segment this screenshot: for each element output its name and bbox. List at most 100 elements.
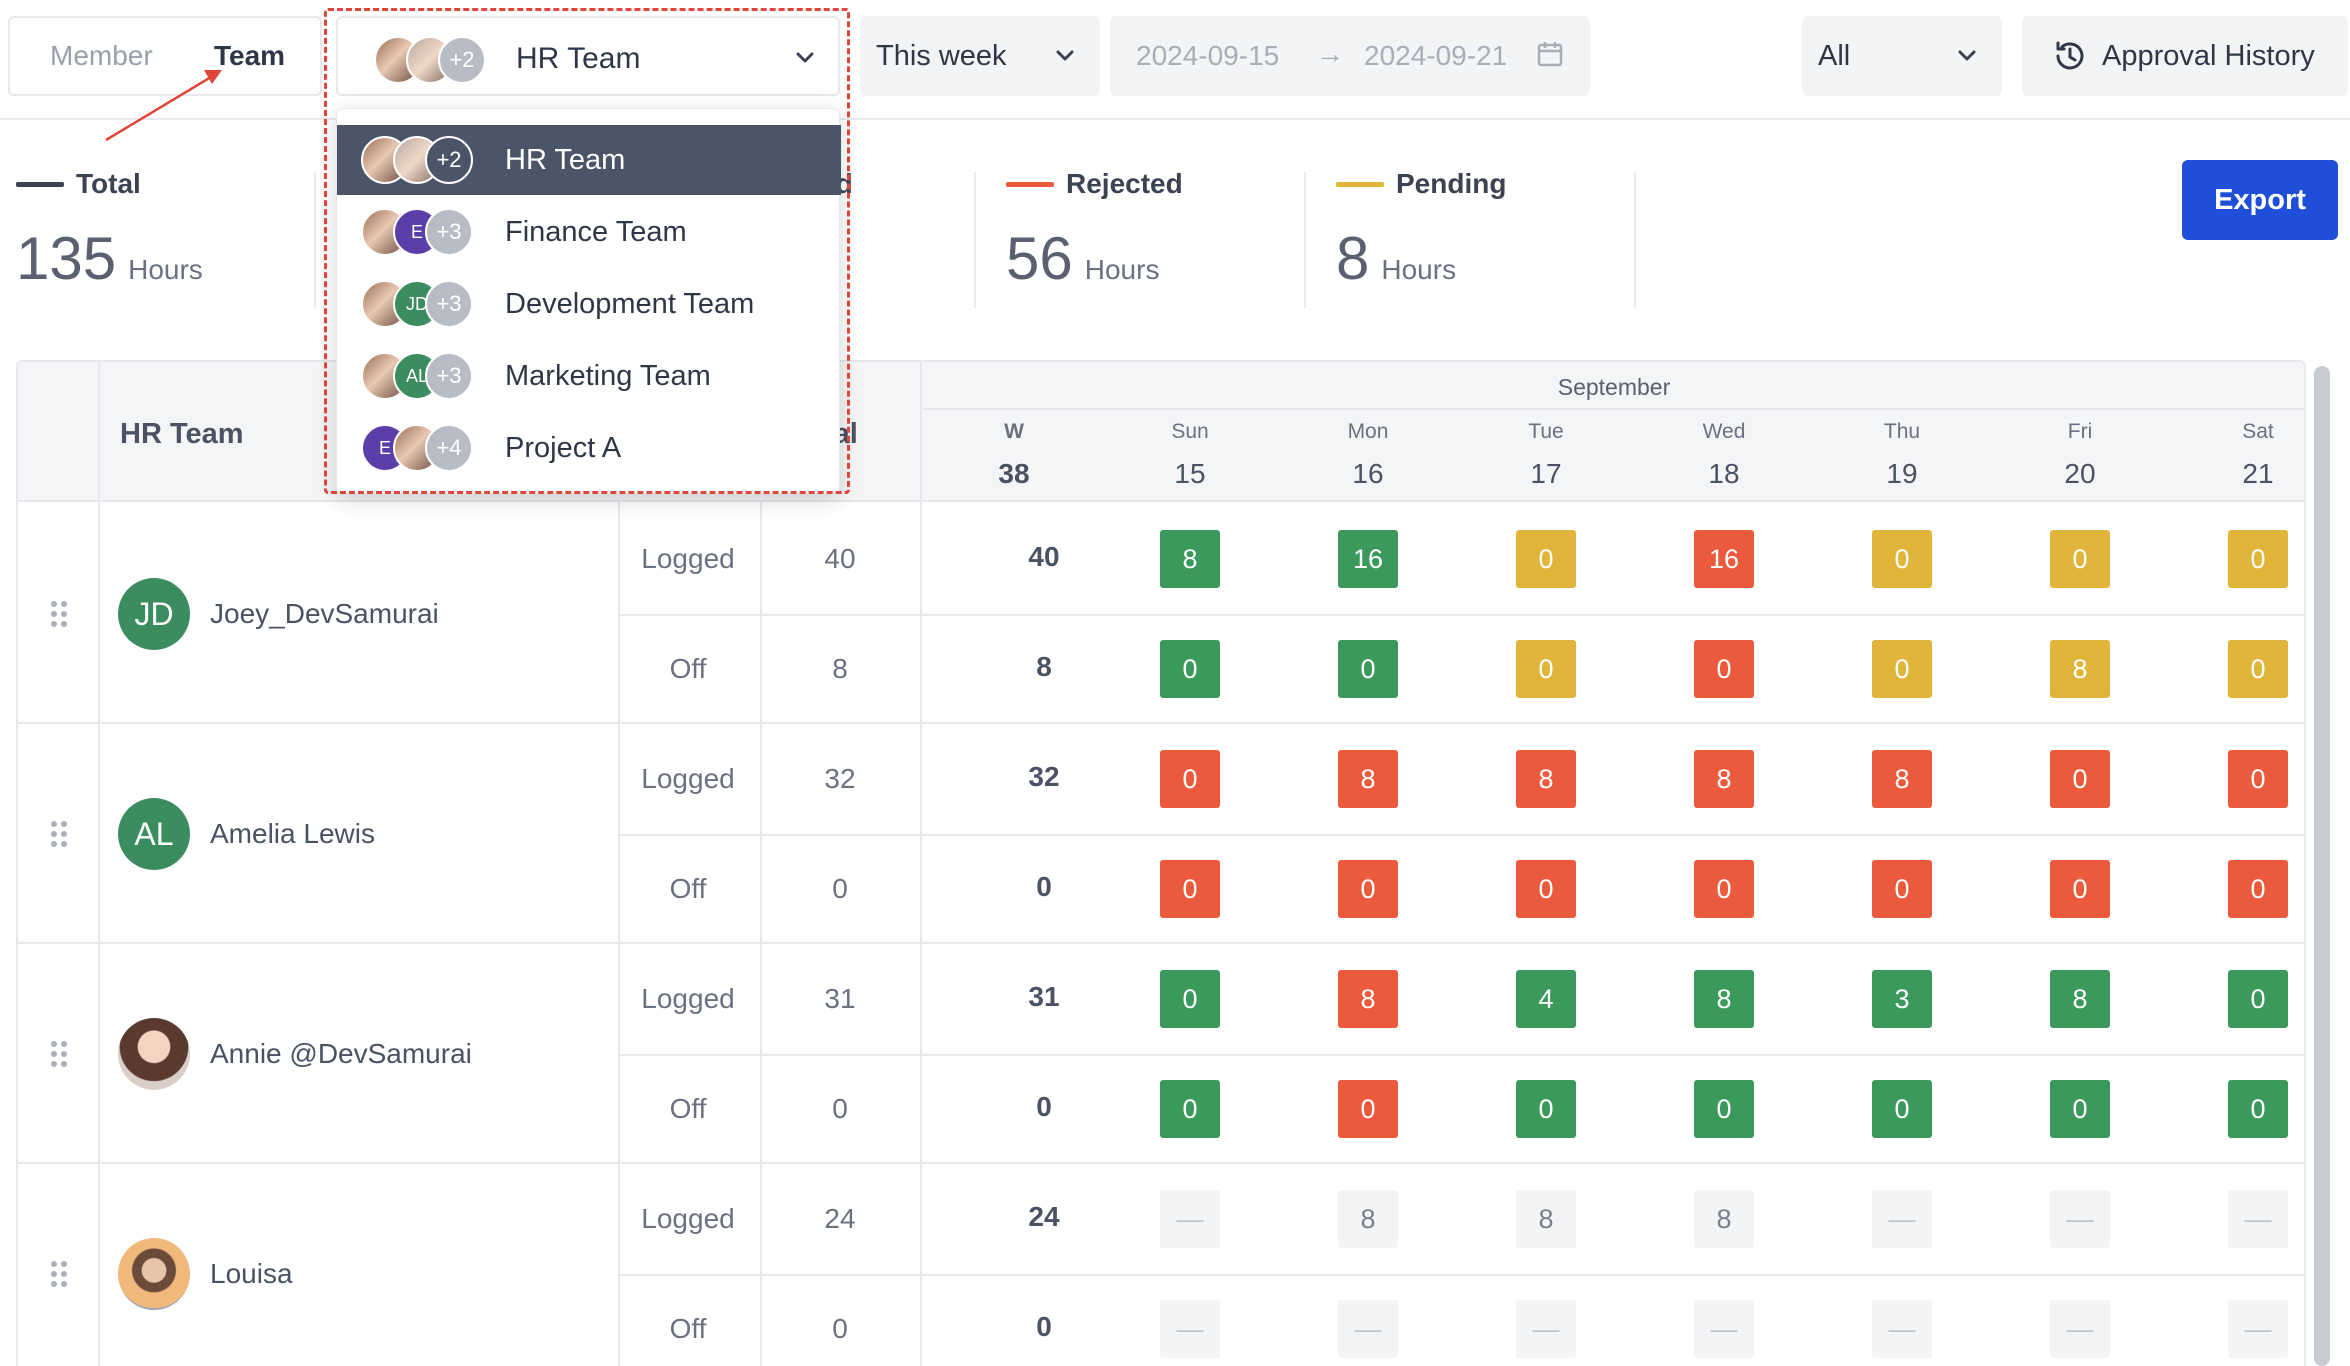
day-column-header: Sat 21 <box>2198 420 2304 490</box>
hours-cell[interactable]: 8 <box>1694 1190 1754 1248</box>
week-select[interactable]: This week <box>860 16 1100 96</box>
hours-cell[interactable]: 0 <box>1338 1080 1398 1138</box>
legend-line <box>16 181 64 187</box>
member-name: Annie @DevSamurai <box>210 1038 472 1069</box>
hours-cell[interactable]: — <box>1160 1190 1220 1248</box>
row-week-value: 31 <box>1028 981 1060 1012</box>
row-week-value: 0 <box>1036 871 1052 902</box>
row-total-value: 31 <box>824 983 856 1014</box>
hours-cell[interactable]: 8 <box>1516 1190 1576 1248</box>
approval-history-button[interactable]: Approval History <box>2022 16 2348 96</box>
hours-cell[interactable]: — <box>2050 1190 2110 1248</box>
hours-cell[interactable]: 0 <box>2050 530 2110 588</box>
hours-cell[interactable]: 0 <box>2228 640 2288 698</box>
team-option[interactable]: E +4 Project A <box>337 413 841 483</box>
hours-cell[interactable]: 0 <box>1338 640 1398 698</box>
hours-cell[interactable]: 0 <box>1872 530 1932 588</box>
hours-cell[interactable]: 0 <box>1160 1080 1220 1138</box>
week-column-header: W 38 <box>954 420 1074 490</box>
view-toggle: Member Team <box>8 16 322 96</box>
hours-cell[interactable]: 16 <box>1338 530 1398 588</box>
hours-cell[interactable]: 3 <box>1872 970 1932 1028</box>
team-option[interactable]: AL +3 Marketing Team <box>337 341 841 411</box>
hours-cell[interactable]: 0 <box>1160 750 1220 808</box>
hours-cell[interactable]: 0 <box>2050 1080 2110 1138</box>
team-tab[interactable]: Team <box>214 40 286 71</box>
hours-cell[interactable]: 0 <box>2228 750 2288 808</box>
hours-cell[interactable]: 8 <box>1694 970 1754 1028</box>
divider <box>18 1162 2304 1164</box>
hours-cell[interactable]: 0 <box>1516 1080 1576 1138</box>
hours-cell[interactable]: 0 <box>1516 640 1576 698</box>
divider <box>618 502 620 1366</box>
hours-cell[interactable]: 0 <box>2050 860 2110 918</box>
team-select[interactable]: +2 HR Team <box>336 16 840 96</box>
team-avatar-group: JD +3 <box>361 280 491 328</box>
hours-cell[interactable]: 8 <box>1516 750 1576 808</box>
scrollbar-thumb[interactable] <box>2314 366 2330 1366</box>
stat-unit: Hours <box>1381 254 1457 285</box>
hours-cell[interactable]: 4 <box>1516 970 1576 1028</box>
chevron-down-icon <box>1958 50 1976 61</box>
hours-cell[interactable]: 0 <box>2228 860 2288 918</box>
hours-cell[interactable]: 0 <box>1516 530 1576 588</box>
hours-cell[interactable]: 0 <box>1694 860 1754 918</box>
hours-cell[interactable]: — <box>1338 1300 1398 1358</box>
team-option[interactable]: E +3 Finance Team <box>337 197 841 267</box>
hours-cell[interactable]: — <box>1872 1190 1932 1248</box>
team-option-label: Marketing Team <box>505 360 711 392</box>
hours-cell[interactable]: 16 <box>1694 530 1754 588</box>
stat-pending: Pending 8 Hours <box>1336 168 1506 293</box>
team-dropdown-menu: +2 HR Team E +3 Finance Team JD +3 Development … <box>336 108 841 494</box>
status-filter-select[interactable]: All <box>1802 16 2002 96</box>
export-button[interactable]: Export <box>2182 160 2338 240</box>
legend-line <box>1336 181 1384 187</box>
hours-cell[interactable]: — <box>2050 1300 2110 1358</box>
hours-cell[interactable]: — <box>2228 1300 2288 1358</box>
hours-cell[interactable]: 0 <box>2228 530 2288 588</box>
hours-cell[interactable]: — <box>1160 1300 1220 1358</box>
row-type-label: Logged <box>641 543 735 574</box>
hours-cell[interactable]: 0 <box>1516 860 1576 918</box>
hours-cell[interactable]: 0 <box>1694 1080 1754 1138</box>
hours-cell[interactable]: — <box>2228 1190 2288 1248</box>
hours-cell[interactable]: 0 <box>2228 970 2288 1028</box>
team-option[interactable]: JD +3 Development Team <box>337 269 841 339</box>
hours-cell[interactable]: 8 <box>1338 750 1398 808</box>
hours-cell[interactable]: 8 <box>1694 750 1754 808</box>
hours-cell[interactable]: — <box>1872 1300 1932 1358</box>
row-week-value: 0 <box>1036 1091 1052 1122</box>
date-range-picker[interactable]: 2024-09-15 → 2024-09-21 <box>1110 16 1590 96</box>
month-label: September <box>1557 374 1671 400</box>
hours-cell[interactable]: 0 <box>1872 860 1932 918</box>
drag-handle-icon[interactable] <box>48 1039 70 1069</box>
member-tab[interactable]: Member <box>50 40 153 71</box>
row-type-label: Logged <box>641 1203 735 1234</box>
row-total-value: 8 <box>832 653 848 684</box>
hours-cell[interactable]: 0 <box>1160 640 1220 698</box>
hours-cell[interactable]: 0 <box>1694 640 1754 698</box>
hours-cell[interactable]: 0 <box>1160 970 1220 1028</box>
table-row: JD Joey_DevSamurai Logged 40 40 8 16 0 16 0 0 0 Off 8… <box>18 504 2304 724</box>
drag-handle-icon[interactable] <box>48 819 70 849</box>
team-option[interactable]: +2 HR Team <box>337 125 841 195</box>
hours-cell[interactable]: 0 <box>2228 1080 2288 1138</box>
hours-cell[interactable]: 8 <box>2050 640 2110 698</box>
hours-cell[interactable]: 8 <box>1160 530 1220 588</box>
hours-cell[interactable]: 8 <box>1338 970 1398 1028</box>
hours-cell[interactable]: 0 <box>2050 750 2110 808</box>
hours-cell[interactable]: 0 <box>1872 1080 1932 1138</box>
hours-cell[interactable]: 8 <box>1872 750 1932 808</box>
drag-handle-icon[interactable] <box>48 1259 70 1289</box>
hours-cell[interactable]: — <box>1516 1300 1576 1358</box>
hours-cell[interactable]: — <box>1694 1300 1754 1358</box>
hours-cell[interactable]: 0 <box>1338 860 1398 918</box>
hours-cell[interactable]: 8 <box>2050 970 2110 1028</box>
hours-cell[interactable]: 0 <box>1160 860 1220 918</box>
day-column-header: Wed 18 <box>1664 420 1784 490</box>
hours-cell[interactable]: 8 <box>1338 1190 1398 1248</box>
drag-handle-icon[interactable] <box>48 599 70 629</box>
date-range-start: 2024-09-15 <box>1136 40 1280 71</box>
day-name: Sat <box>2242 420 2274 443</box>
hours-cell[interactable]: 0 <box>1872 640 1932 698</box>
